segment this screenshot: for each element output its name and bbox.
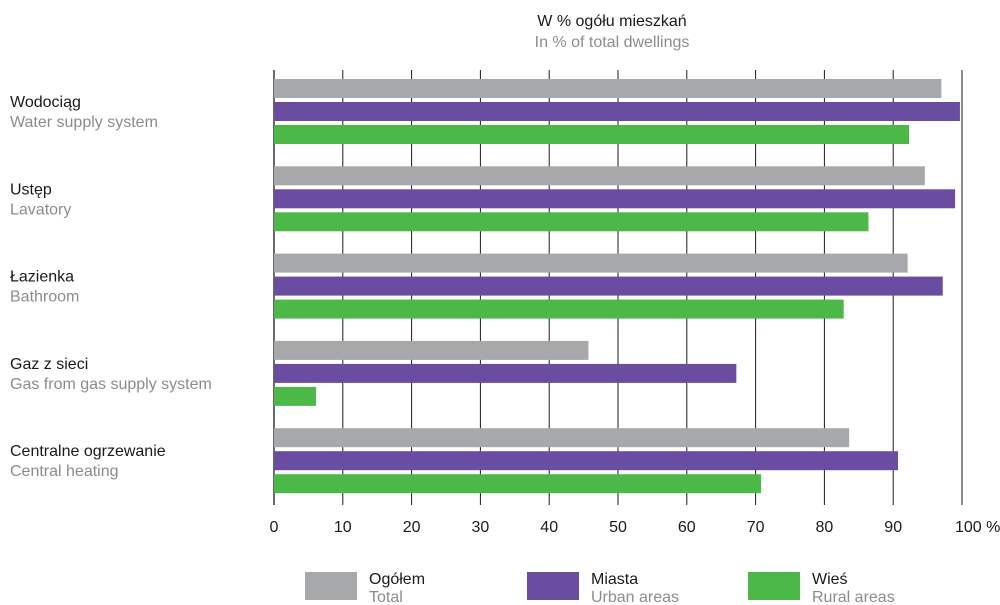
category-labels: Wodociąg Water supply system Ustęp Lavatory…: [10, 94, 212, 480]
legend-label: Wieś: [812, 571, 848, 588]
x-tick-label: 0: [270, 519, 279, 536]
bar: [274, 125, 910, 144]
x-tick-label: 20: [403, 519, 421, 536]
legend-swatch: [305, 572, 357, 600]
bars: [274, 79, 960, 494]
category-label: Wodociąg: [10, 94, 81, 111]
category-label-en: Lavatory: [10, 201, 71, 218]
legend-label: Ogółem: [369, 571, 425, 588]
legend-swatch: [527, 572, 579, 600]
x-tick-label: 90: [884, 519, 902, 536]
bar: [274, 276, 943, 296]
chart-title: W % ogółu mieszkań: [537, 13, 686, 30]
bar: [274, 102, 960, 121]
legend-label-en: Urban areas: [591, 589, 679, 605]
bar: [274, 363, 737, 383]
bar: [274, 386, 316, 406]
x-tick-label: 80: [816, 519, 834, 536]
category-label: Gaz z sieci: [10, 356, 88, 373]
category-label-en: Central heating: [10, 463, 119, 480]
x-tick-label: 30: [472, 519, 490, 536]
x-tick-label: 10: [334, 519, 352, 536]
category-label-en: Gas from gas supply system: [10, 376, 212, 393]
bar: [274, 212, 869, 232]
bar: [274, 474, 762, 494]
bar: [274, 189, 956, 209]
bar: [274, 451, 899, 471]
legend-label: Miasta: [591, 571, 638, 588]
bar: [274, 166, 925, 186]
bar: [274, 428, 850, 448]
bar: [274, 340, 589, 360]
x-tick-label: 50: [609, 519, 627, 536]
category-label: Ustęp: [10, 181, 52, 198]
chart-subtitle: In % of total dwellings: [535, 34, 690, 51]
bar: [274, 253, 908, 273]
x-tick-label: 70: [747, 519, 765, 536]
legend-label-en: Total: [369, 589, 403, 605]
x-axis-ticks: 0 10 20 30 40 50 60 70 80 90 100 %: [270, 519, 1000, 536]
x-tick-label: 60: [678, 519, 696, 536]
category-label-en: Water supply system: [10, 114, 158, 131]
legend-label-en: Rural areas: [812, 589, 895, 605]
bar: [274, 79, 942, 98]
category-label: Łazienka: [10, 269, 74, 286]
bar: [274, 299, 844, 319]
category-label-en: Bathroom: [10, 289, 79, 306]
x-tick-label: 100 %: [955, 519, 1000, 536]
legend-swatch: [748, 572, 800, 600]
x-tick-label: 40: [540, 519, 558, 536]
category-label: Centralne ogrzewanie: [10, 443, 166, 460]
